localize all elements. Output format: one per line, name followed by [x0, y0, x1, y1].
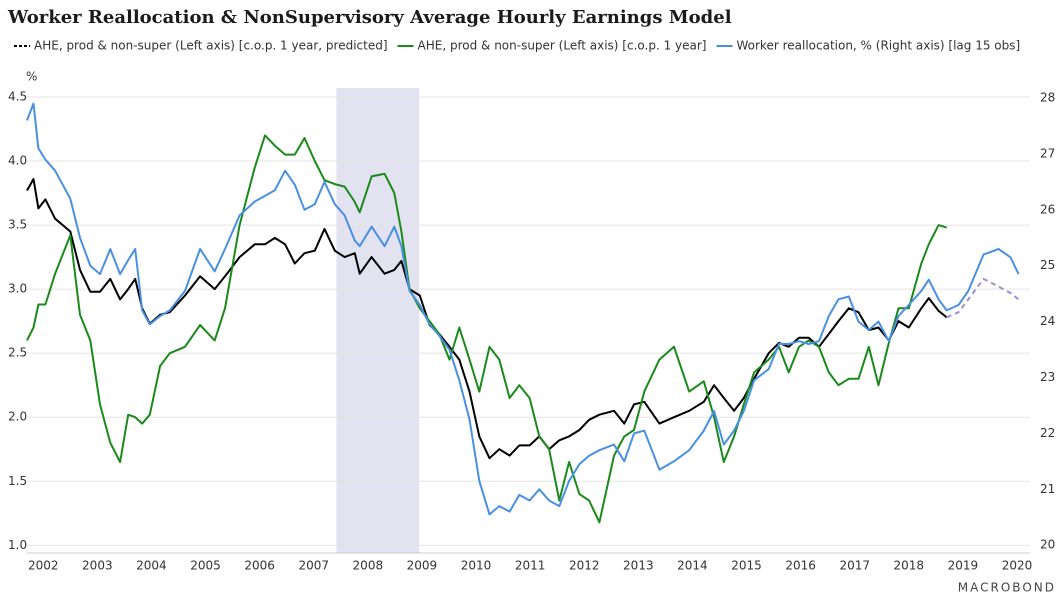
x-tick-label: 2020 [1002, 559, 1033, 573]
chart-title: Worker Reallocation & NonSupervisory Ave… [7, 7, 732, 28]
x-tick-label: 2015 [731, 559, 762, 573]
y2-tick-label: 26 [1040, 202, 1055, 216]
legend-label: AHE, prod & non-super (Left axis) [c.o.p… [418, 39, 707, 53]
y2-tick-label: 23 [1040, 370, 1055, 384]
x-tick-label: 2018 [894, 559, 925, 573]
y2-tick-label: 24 [1040, 314, 1055, 328]
series-line [946, 277, 1020, 319]
x-tick-label: 2003 [82, 559, 113, 573]
legend-label: Worker reallocation, % (Right axis) [lag… [736, 39, 1020, 53]
x-tick-label: 2004 [136, 559, 167, 573]
x-tick-label: 2010 [461, 559, 492, 573]
y-tick-label: 3.5 [8, 218, 27, 232]
x-tick-label: 2013 [623, 559, 654, 573]
x-tick-label: 2014 [677, 559, 708, 573]
y-tick-label: 2.5 [8, 346, 27, 360]
legend-item: AHE, prod & non-super (Left axis) [c.o.p… [397, 39, 707, 53]
x-tick-label: 2007 [298, 559, 329, 573]
series-line [26, 102, 1020, 516]
y2-tick-label: 25 [1040, 258, 1055, 272]
y-tick-label: 2.0 [8, 410, 27, 424]
x-tick-label: 2019 [948, 559, 979, 573]
x-tick-label: 2009 [407, 559, 438, 573]
x-tick-label: 2002 [28, 559, 59, 573]
x-tick-label: 2005 [190, 559, 221, 573]
legend-label: AHE, prod & non-super (Left axis) [c.o.p… [34, 39, 388, 53]
y-tick-label: 4.0 [8, 154, 27, 168]
x-tick-label: 2008 [353, 559, 384, 573]
x-tick-label: 2012 [569, 559, 600, 573]
y2-tick-label: 21 [1040, 482, 1055, 496]
y-tick-label: 3.0 [8, 282, 27, 296]
x-tick-label: 2006 [244, 559, 275, 573]
y-tick-label: 1.0 [8, 538, 27, 552]
y2-tick-label: 20 [1040, 538, 1055, 552]
series-line [26, 178, 948, 460]
legend-item: Worker reallocation, % (Right axis) [lag… [716, 39, 1020, 53]
y-tick-label: 4.5 [8, 89, 27, 103]
y2-tick-label: 28 [1040, 91, 1055, 105]
y-axis-label: % [26, 70, 37, 84]
source: MACROBOND [958, 581, 1056, 595]
x-tick-label: 2016 [785, 559, 816, 573]
x-tick-label: 2011 [515, 559, 546, 573]
y-tick-label: 1.5 [8, 474, 27, 488]
recession-band [336, 88, 420, 553]
series-line [26, 134, 947, 524]
y2-tick-label: 22 [1040, 426, 1055, 440]
x-tick-label: 2017 [839, 559, 870, 573]
legend-item: AHE, prod & non-super (Left axis) [c.o.p… [14, 39, 388, 53]
y2-tick-label: 27 [1040, 146, 1055, 160]
